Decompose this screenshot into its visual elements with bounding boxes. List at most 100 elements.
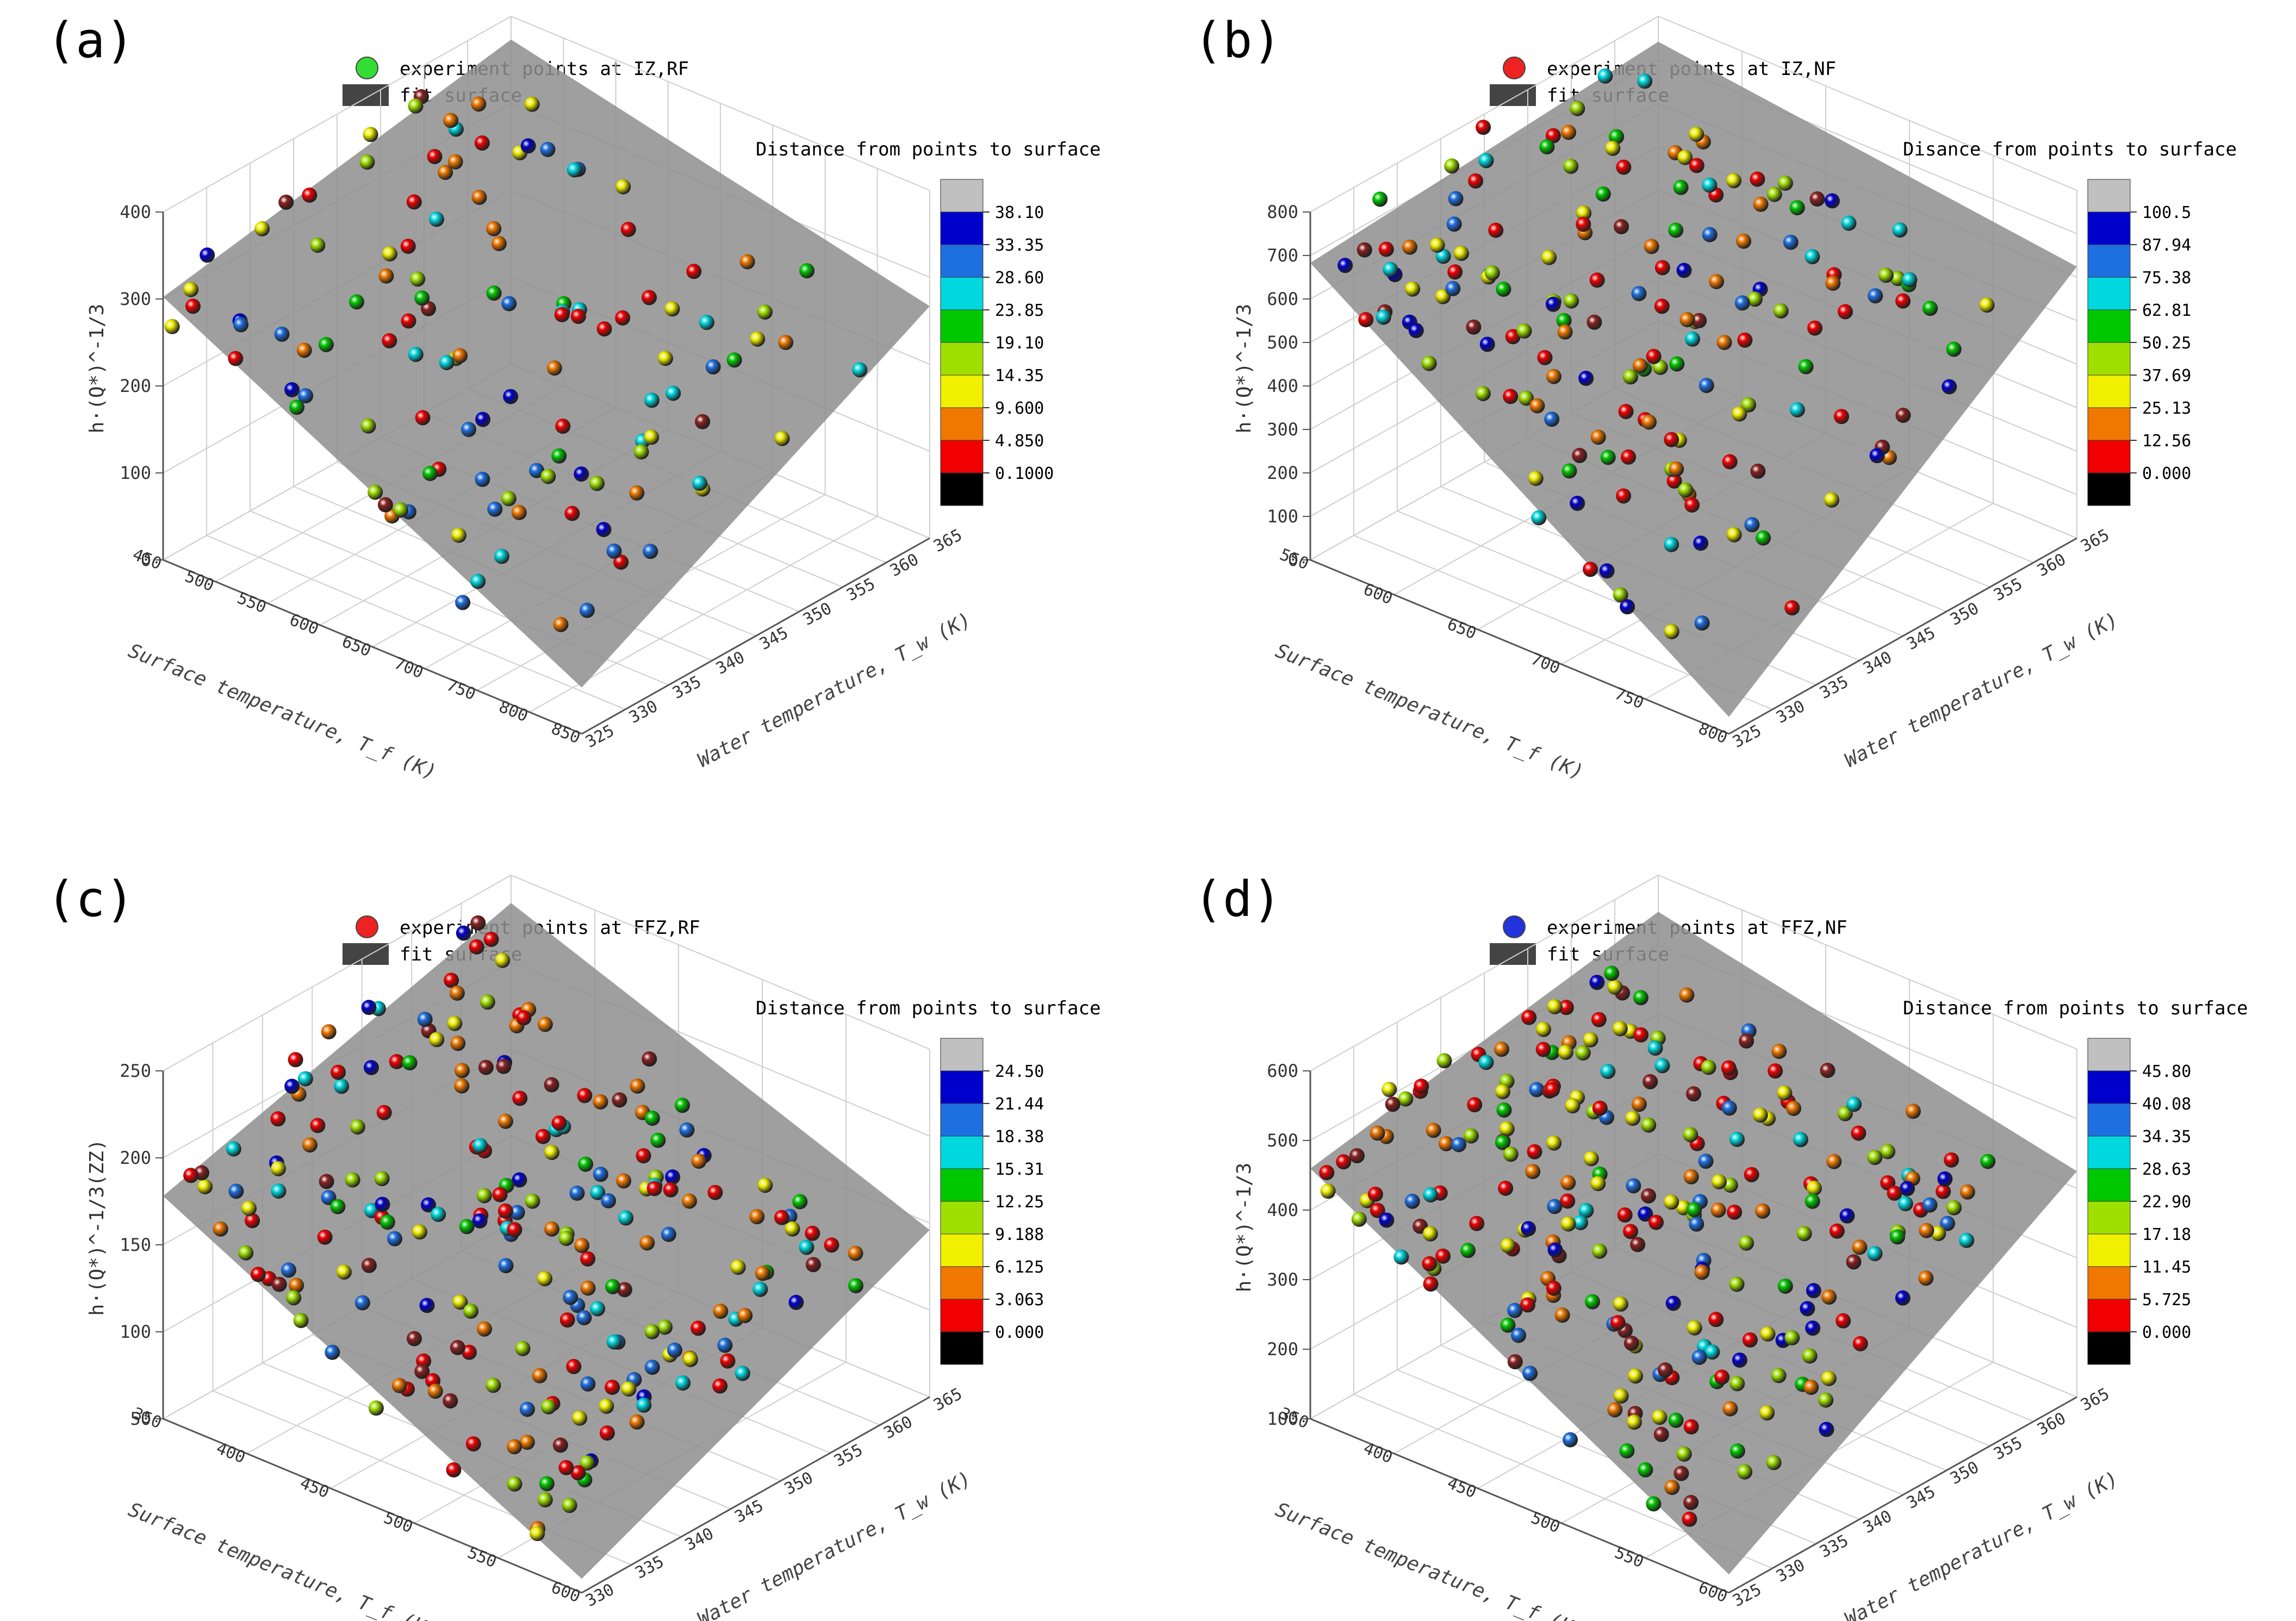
- data-point: [507, 1439, 522, 1455]
- legend-surface-swatch: [1490, 943, 1536, 965]
- data-point: [406, 194, 422, 210]
- panel-a: (a)experiment points at IZ,RFfit surface…: [46, 12, 1101, 784]
- data-point: [1777, 176, 1793, 191]
- data-point: [1647, 1040, 1663, 1056]
- data-point: [1654, 298, 1670, 314]
- y-axis-title-text: Water temperature, T_w (K): [1841, 1467, 2122, 1621]
- data-point: [361, 1257, 377, 1273]
- data-point: [1710, 1202, 1726, 1218]
- colorbar-segment: [940, 1103, 984, 1137]
- data-point: [472, 1213, 488, 1229]
- data-point: [544, 1145, 559, 1160]
- colorbar-segment: [940, 1136, 984, 1169]
- z-tick-label: 150: [120, 1235, 151, 1255]
- data-point: [368, 484, 383, 500]
- data-point: [615, 179, 631, 195]
- y-tick-label: 350: [1947, 599, 1982, 629]
- data-point: [422, 466, 438, 481]
- data-point: [1642, 1074, 1658, 1089]
- data-point: [1620, 599, 1635, 615]
- data-point: [297, 1071, 313, 1087]
- y-tick-label: 355: [1990, 575, 2025, 605]
- colorbar-tick-label: 23.85: [995, 301, 1044, 320]
- data-point: [726, 352, 742, 368]
- data-point: [1807, 1180, 1822, 1196]
- data-point: [250, 1267, 266, 1282]
- data-point: [278, 195, 294, 210]
- data-point: [737, 1308, 753, 1324]
- colorbar-tick-label: 45.80: [2142, 1062, 2191, 1081]
- data-point: [596, 522, 612, 538]
- x-axis-line: [163, 559, 582, 735]
- y-tick: 340: [1860, 1507, 1895, 1537]
- data-point: [1616, 488, 1632, 504]
- data-point: [524, 96, 540, 112]
- y-tick-label: 330: [582, 1580, 617, 1611]
- data-point: [785, 1221, 800, 1237]
- colorbar-tick-label: 62.81: [2142, 301, 2191, 320]
- data-point: [1682, 1511, 1697, 1527]
- data-point: [1750, 463, 1766, 479]
- y-tick-label: 360: [2034, 1409, 2069, 1439]
- data-point: [391, 1377, 407, 1393]
- x-tick-label: 800: [1696, 719, 1730, 748]
- data-point: [492, 1187, 508, 1202]
- x-tick: 600: [287, 610, 321, 639]
- data-point: [516, 1010, 532, 1026]
- data-point: [1669, 356, 1685, 372]
- data-point: [1732, 1352, 1747, 1368]
- data-point: [374, 1171, 390, 1187]
- data-point: [1613, 587, 1628, 603]
- data-point: [1683, 1169, 1699, 1184]
- data-point: [713, 1304, 729, 1319]
- data-point: [1529, 1082, 1545, 1098]
- data-point: [644, 1360, 660, 1375]
- z-tick-label: 250: [120, 1061, 151, 1081]
- data-point: [665, 1169, 681, 1185]
- data-point: [593, 1167, 608, 1182]
- data-point: [183, 282, 199, 297]
- colorbar-tick-label: 40.08: [2142, 1095, 2191, 1114]
- data-point: [576, 1310, 592, 1326]
- legend-surface-swatch: [343, 84, 389, 106]
- data-point: [472, 1138, 488, 1154]
- data-point: [1729, 1132, 1745, 1147]
- data-point: [1922, 1197, 1938, 1213]
- data-point: [590, 1301, 606, 1317]
- legend-points-marker: [1503, 915, 1526, 938]
- data-point: [558, 1231, 574, 1246]
- data-point: [551, 1115, 567, 1131]
- x-tick: 800: [496, 697, 531, 726]
- data-point: [1691, 313, 1707, 328]
- y-tick: 355: [1990, 575, 2025, 605]
- data-point: [1557, 324, 1573, 340]
- colorbar-segment: [940, 1038, 984, 1071]
- data-point: [414, 1363, 430, 1379]
- data-point: [228, 1183, 244, 1199]
- data-point: [752, 1281, 768, 1297]
- data-point: [382, 333, 397, 348]
- z-tick-label: 200: [120, 1148, 151, 1168]
- data-point: [605, 1279, 620, 1294]
- data-point: [1500, 1238, 1516, 1254]
- data-point: [447, 154, 463, 170]
- data-point: [1563, 158, 1579, 174]
- data-point: [1570, 495, 1585, 511]
- legend-points-marker: [1503, 57, 1526, 79]
- data-point: [330, 1199, 346, 1214]
- colorbar-segment: [2087, 472, 2131, 506]
- data-point: [378, 268, 394, 284]
- data-point: [717, 1337, 733, 1353]
- data-point: [730, 1260, 746, 1275]
- data-point: [1729, 1276, 1745, 1292]
- data-point: [554, 307, 570, 322]
- data-point: [1665, 1295, 1681, 1311]
- data-point: [699, 315, 714, 331]
- data-point: [805, 1257, 821, 1273]
- colorbar-tick-label: 12.25: [995, 1193, 1044, 1212]
- x-tick: 500: [1528, 1508, 1563, 1537]
- y-tick: 330: [582, 1580, 617, 1611]
- data-point: [1564, 293, 1579, 309]
- data-point: [475, 412, 491, 427]
- data-point: [427, 149, 443, 165]
